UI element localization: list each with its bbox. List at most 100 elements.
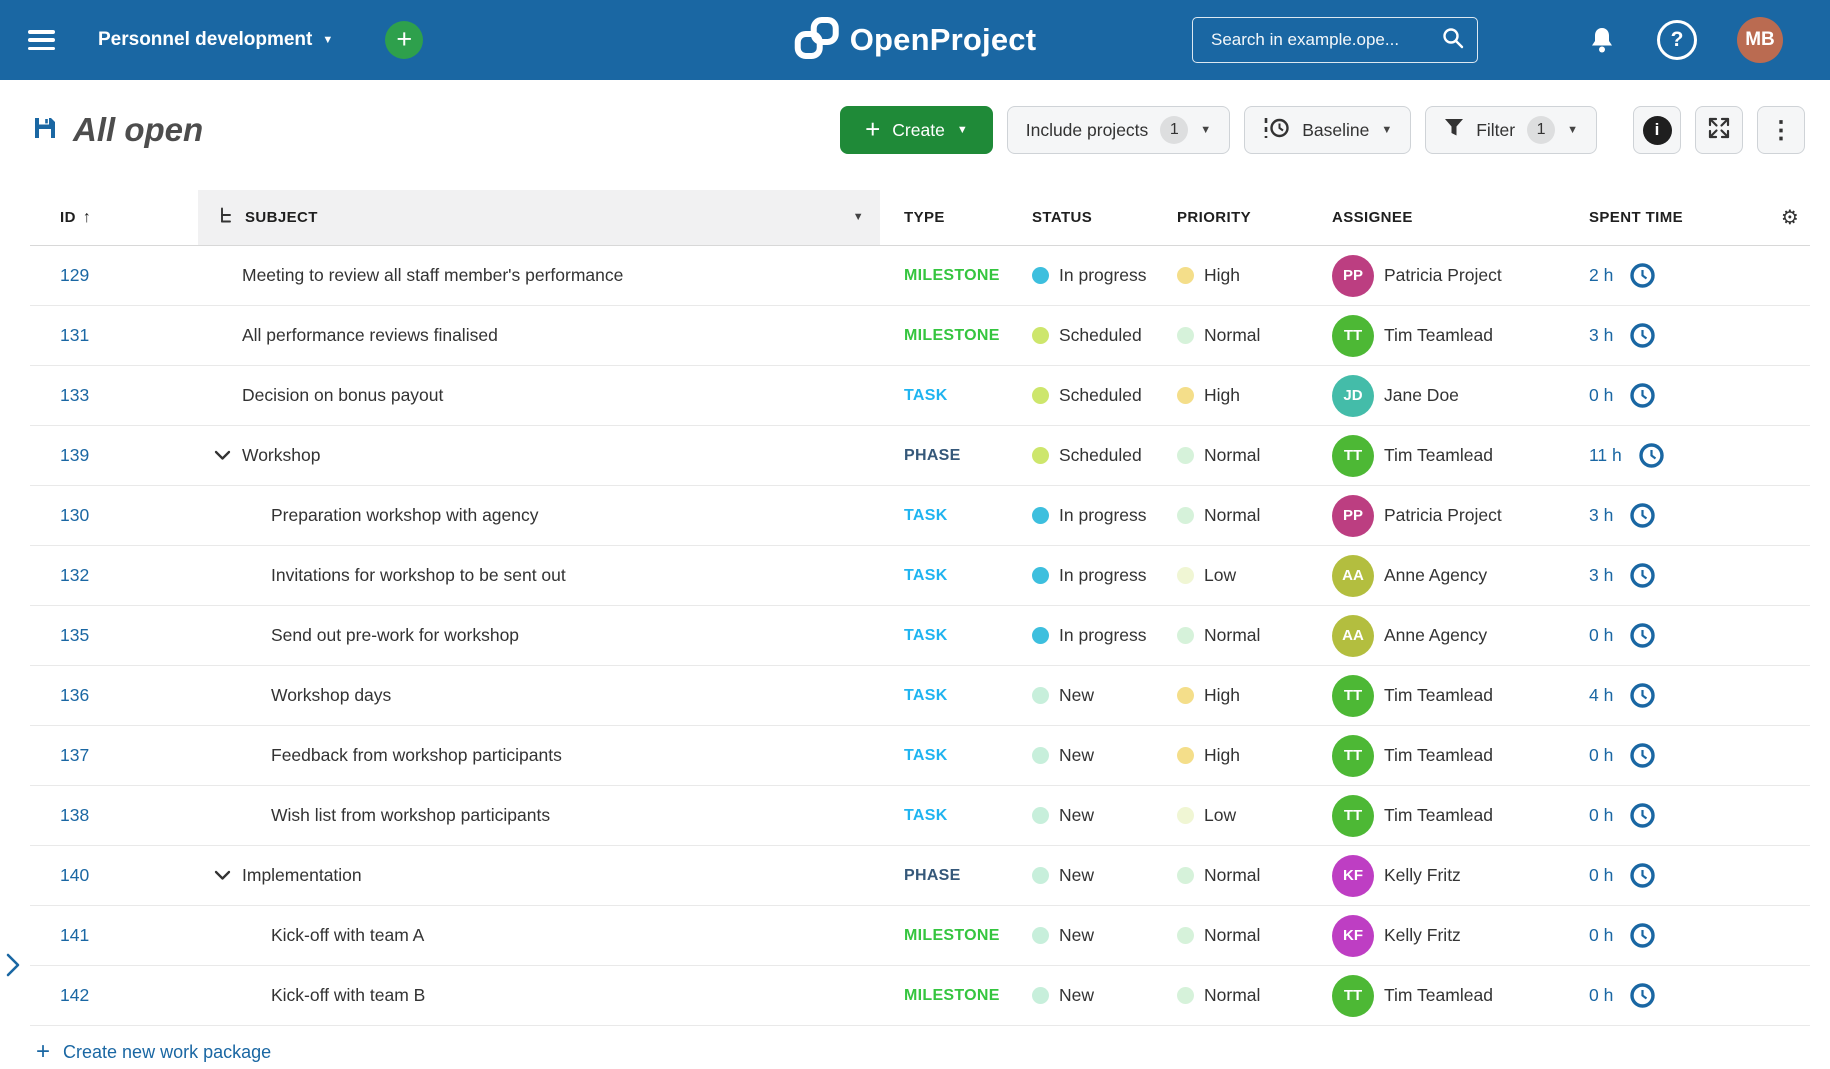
spent-time-link[interactable]: 0 h xyxy=(1589,385,1614,405)
assignee-link[interactable]: Tim Teamlead xyxy=(1384,805,1493,825)
priority-cell[interactable]: High xyxy=(1165,726,1320,785)
clock-icon[interactable] xyxy=(1629,982,1656,1009)
type-cell[interactable]: TASK xyxy=(904,566,948,584)
clock-icon[interactable] xyxy=(1629,862,1656,889)
work-package-subject[interactable]: Kick-off with team A xyxy=(271,925,425,945)
user-avatar[interactable]: MB xyxy=(1737,17,1783,63)
assignee-link[interactable]: Patricia Project xyxy=(1384,505,1502,525)
spent-time-link[interactable]: 4 h xyxy=(1589,685,1614,705)
clock-icon[interactable] xyxy=(1629,262,1656,289)
priority-cell[interactable]: Normal xyxy=(1165,906,1320,965)
priority-cell[interactable]: Low xyxy=(1165,786,1320,845)
clock-icon[interactable] xyxy=(1629,622,1656,649)
work-package-subject[interactable]: Preparation workshop with agency xyxy=(271,505,539,525)
type-cell[interactable]: MILESTONE xyxy=(904,986,1000,1004)
assignee-link[interactable]: Kelly Fritz xyxy=(1384,865,1461,885)
info-button[interactable]: i xyxy=(1633,106,1681,154)
status-cell[interactable]: New xyxy=(1020,666,1165,725)
column-header-status[interactable]: STATUS xyxy=(1032,209,1093,226)
assignee-link[interactable]: Tim Teamlead xyxy=(1384,685,1493,705)
save-view-icon[interactable] xyxy=(33,116,57,145)
work-package-subject[interactable]: All performance reviews finalised xyxy=(242,325,498,345)
column-header-spent-time[interactable]: SPENT TIME xyxy=(1589,209,1684,226)
assignee-link[interactable]: Patricia Project xyxy=(1384,265,1502,285)
type-cell[interactable]: TASK xyxy=(904,806,948,824)
spent-time-link[interactable]: 0 h xyxy=(1589,805,1614,825)
work-package-id-link[interactable]: 138 xyxy=(60,805,90,825)
priority-cell[interactable]: Normal xyxy=(1165,846,1320,905)
type-cell[interactable]: PHASE xyxy=(904,446,961,464)
clock-icon[interactable] xyxy=(1629,682,1656,709)
status-cell[interactable]: Scheduled xyxy=(1020,306,1165,365)
spent-time-link[interactable]: 3 h xyxy=(1589,505,1614,525)
type-cell[interactable]: MILESTONE xyxy=(904,326,1000,344)
clock-icon[interactable] xyxy=(1629,382,1656,409)
priority-cell[interactable]: Normal xyxy=(1165,306,1320,365)
type-cell[interactable]: MILESTONE xyxy=(904,926,1000,944)
column-settings-gear-icon[interactable]: ⚙ xyxy=(1780,207,1800,229)
status-cell[interactable]: Scheduled xyxy=(1020,366,1165,425)
priority-cell[interactable]: Normal xyxy=(1165,606,1320,665)
priority-cell[interactable]: Normal xyxy=(1165,966,1320,1025)
spent-time-link[interactable]: 0 h xyxy=(1589,865,1614,885)
status-cell[interactable]: New xyxy=(1020,786,1165,845)
work-package-id-link[interactable]: 133 xyxy=(60,385,90,405)
chevron-down-icon[interactable]: ▼ xyxy=(852,211,864,223)
assignee-link[interactable]: Jane Doe xyxy=(1384,385,1459,405)
work-package-id-link[interactable]: 132 xyxy=(60,565,90,585)
work-package-id-link[interactable]: 136 xyxy=(60,685,90,705)
help-icon[interactable]: ? xyxy=(1657,20,1697,60)
status-cell[interactable]: In progress xyxy=(1020,486,1165,545)
work-package-id-link[interactable]: 131 xyxy=(60,325,90,345)
assignee-link[interactable]: Tim Teamlead xyxy=(1384,445,1493,465)
work-package-subject[interactable]: Kick-off with team B xyxy=(271,985,426,1005)
work-package-subject[interactable]: Wish list from workshop participants xyxy=(271,805,551,825)
work-package-subject[interactable]: Meeting to review all staff member's per… xyxy=(242,265,624,285)
assignee-link[interactable]: Kelly Fritz xyxy=(1384,925,1461,945)
assignee-link[interactable]: Tim Teamlead xyxy=(1384,985,1493,1005)
collapse-chevron-icon[interactable] xyxy=(214,870,242,881)
status-cell[interactable]: Scheduled xyxy=(1020,426,1165,485)
type-cell[interactable]: PHASE xyxy=(904,866,961,884)
work-package-subject[interactable]: Implementation xyxy=(242,865,362,885)
work-package-id-link[interactable]: 141 xyxy=(60,925,90,945)
quick-add-button[interactable]: + xyxy=(385,21,424,59)
assignee-link[interactable]: Tim Teamlead xyxy=(1384,325,1493,345)
collapse-chevron-icon[interactable] xyxy=(214,450,242,461)
work-package-id-link[interactable]: 140 xyxy=(60,865,90,885)
clock-icon[interactable] xyxy=(1629,742,1656,769)
spent-time-link[interactable]: 3 h xyxy=(1589,565,1614,585)
work-package-subject[interactable]: Feedback from workshop participants xyxy=(271,745,562,765)
search-input[interactable] xyxy=(1209,29,1441,51)
clock-icon[interactable] xyxy=(1638,442,1665,469)
status-cell[interactable]: In progress xyxy=(1020,246,1165,305)
create-new-work-package-link[interactable]: + Create new work package xyxy=(36,1038,272,1065)
clock-icon[interactable] xyxy=(1629,802,1656,829)
work-package-id-link[interactable]: 139 xyxy=(60,445,90,465)
priority-cell[interactable]: Normal xyxy=(1165,486,1320,545)
column-header-subject[interactable]: SUBJECT ▼ xyxy=(198,190,880,245)
priority-cell[interactable]: High xyxy=(1165,666,1320,725)
search-icon[interactable] xyxy=(1441,26,1465,55)
assignee-link[interactable]: Anne Agency xyxy=(1384,565,1488,585)
create-button[interactable]: + Create ▼ xyxy=(840,106,993,154)
status-cell[interactable]: In progress xyxy=(1020,606,1165,665)
hamburger-menu-icon[interactable] xyxy=(28,30,55,50)
notifications-bell-icon[interactable] xyxy=(1589,26,1615,54)
work-package-subject[interactable]: Workshop xyxy=(242,445,321,465)
work-package-subject[interactable]: Invitations for workshop to be sent out xyxy=(271,565,566,585)
assignee-link[interactable]: Anne Agency xyxy=(1384,625,1488,645)
column-header-priority[interactable]: PRIORITY xyxy=(1177,209,1252,226)
baseline-button[interactable]: Baseline ▼ xyxy=(1244,106,1412,154)
priority-cell[interactable]: Low xyxy=(1165,546,1320,605)
priority-cell[interactable]: High xyxy=(1165,366,1320,425)
spent-time-link[interactable]: 0 h xyxy=(1589,745,1614,765)
work-package-id-link[interactable]: 137 xyxy=(60,745,90,765)
include-projects-button[interactable]: Include projects 1 ▼ xyxy=(1006,106,1231,154)
column-header-id[interactable]: ID ↑ xyxy=(60,208,92,227)
work-package-subject[interactable]: Decision on bonus payout xyxy=(242,385,444,405)
type-cell[interactable]: TASK xyxy=(904,626,948,644)
column-header-type[interactable]: TYPE xyxy=(904,209,945,226)
work-package-id-link[interactable]: 130 xyxy=(60,505,90,525)
priority-cell[interactable]: High xyxy=(1165,246,1320,305)
